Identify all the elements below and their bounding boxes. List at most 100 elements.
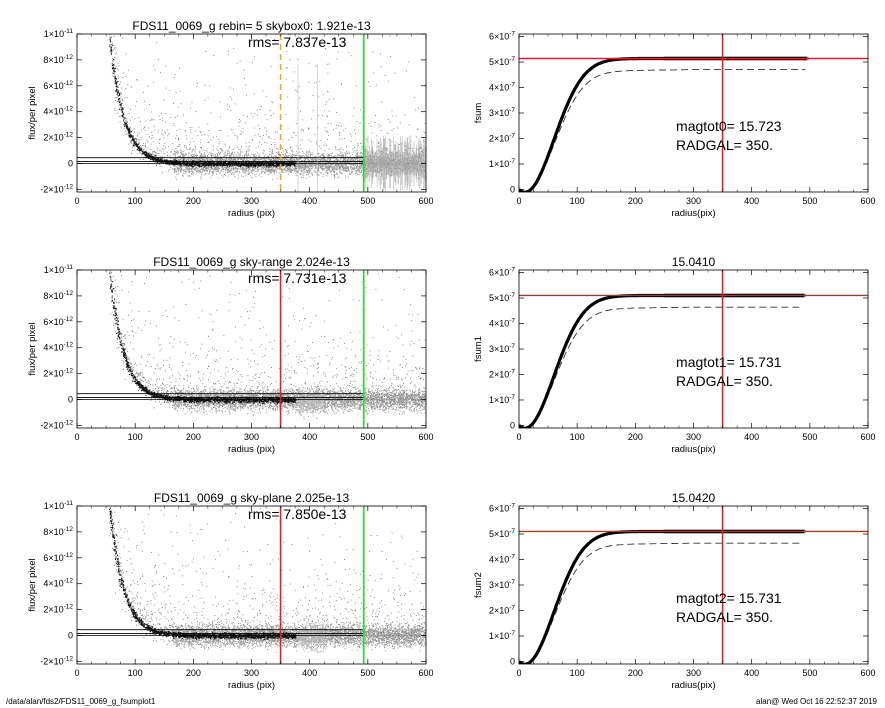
scatter-point <box>190 107 192 109</box>
band-point <box>271 152 273 154</box>
band-point <box>305 169 307 171</box>
band-point <box>379 171 380 173</box>
band-point <box>199 153 201 155</box>
scatter-point <box>269 110 271 111</box>
band-point <box>203 166 205 168</box>
scatter-point <box>322 115 324 117</box>
scatter-point <box>165 87 167 89</box>
band-point <box>179 159 181 161</box>
scatter-point <box>193 154 195 156</box>
band-point <box>404 162 406 163</box>
band-point <box>220 170 222 172</box>
band-point <box>255 159 257 161</box>
band-point <box>342 173 344 175</box>
scatter-point <box>379 168 380 170</box>
scatter-point <box>113 44 115 46</box>
band-point <box>248 169 250 171</box>
band-point <box>301 169 303 171</box>
scatter-point <box>273 142 275 143</box>
scatter-point <box>214 167 216 168</box>
scatter-point <box>115 47 117 49</box>
scatter-point <box>292 80 294 82</box>
scatter-point <box>236 158 238 160</box>
band-point <box>286 165 287 166</box>
scatter-point <box>138 117 140 119</box>
scatter-point <box>362 164 363 166</box>
band-point <box>241 158 243 160</box>
scatter-point <box>361 152 363 154</box>
band-point <box>383 167 385 169</box>
band-point <box>296 165 298 167</box>
scatter-point <box>143 91 144 93</box>
band-point <box>346 168 348 170</box>
band-point <box>229 171 231 173</box>
band-point <box>252 169 254 171</box>
band-point <box>286 169 287 171</box>
band-point <box>211 160 213 162</box>
band-point <box>286 158 287 160</box>
scatter-point <box>273 113 275 114</box>
band-point <box>280 159 282 161</box>
scatter-point <box>239 60 241 62</box>
scatter-point <box>372 152 373 153</box>
band-point <box>338 170 340 172</box>
scatter-point <box>171 164 172 166</box>
band-point <box>261 158 263 160</box>
scatter-point <box>183 155 184 157</box>
band-point <box>367 161 369 163</box>
band-point <box>232 158 234 160</box>
scatter-point <box>207 97 209 99</box>
scatter-point <box>357 160 358 162</box>
band-point <box>207 156 209 158</box>
scatter-point <box>201 147 202 149</box>
scatter-point <box>217 158 219 160</box>
band-point <box>349 162 351 164</box>
band-point <box>336 172 338 174</box>
scatter-point <box>292 151 294 153</box>
band-point <box>180 151 182 153</box>
scatter-point <box>285 162 287 164</box>
band-point <box>247 154 249 156</box>
scatter-point <box>117 89 119 91</box>
scatter-point <box>273 39 275 40</box>
scatter-point <box>136 79 138 81</box>
band-point <box>356 162 358 163</box>
scatter-point <box>240 120 241 122</box>
band-point <box>317 174 319 176</box>
band-point <box>327 172 329 174</box>
scatter-point <box>191 101 193 103</box>
scatter-point <box>286 50 288 52</box>
scatter-point <box>300 111 301 113</box>
band-point <box>330 171 332 173</box>
scatter-point <box>415 164 417 166</box>
scatter-point <box>328 156 330 157</box>
scatter-point <box>247 116 248 117</box>
scatter-point <box>354 107 355 109</box>
scatter-point <box>394 154 396 156</box>
scatter-point <box>295 168 297 169</box>
scatter-point <box>259 128 260 130</box>
band-point <box>276 166 278 168</box>
scatter-point <box>207 142 209 143</box>
scatter-point <box>113 65 114 67</box>
scatter-point <box>333 160 335 162</box>
scatter-point <box>275 152 277 153</box>
band-point <box>268 173 270 175</box>
scatter-point <box>302 129 304 131</box>
band-point <box>386 173 388 175</box>
scatter-point <box>344 155 346 157</box>
scatter-point <box>114 72 115 74</box>
scatter-point <box>346 170 347 172</box>
scatter-point <box>140 121 141 122</box>
band-point <box>264 159 266 161</box>
scatter-point <box>326 115 328 117</box>
scatter-point <box>122 117 124 118</box>
band-point <box>225 154 227 156</box>
band-point <box>361 168 363 170</box>
band-point <box>227 170 229 172</box>
scatter-point <box>374 122 376 123</box>
scatter-point <box>168 146 169 148</box>
band-point <box>189 158 191 160</box>
band-point <box>195 148 197 150</box>
scatter-point <box>308 139 310 141</box>
